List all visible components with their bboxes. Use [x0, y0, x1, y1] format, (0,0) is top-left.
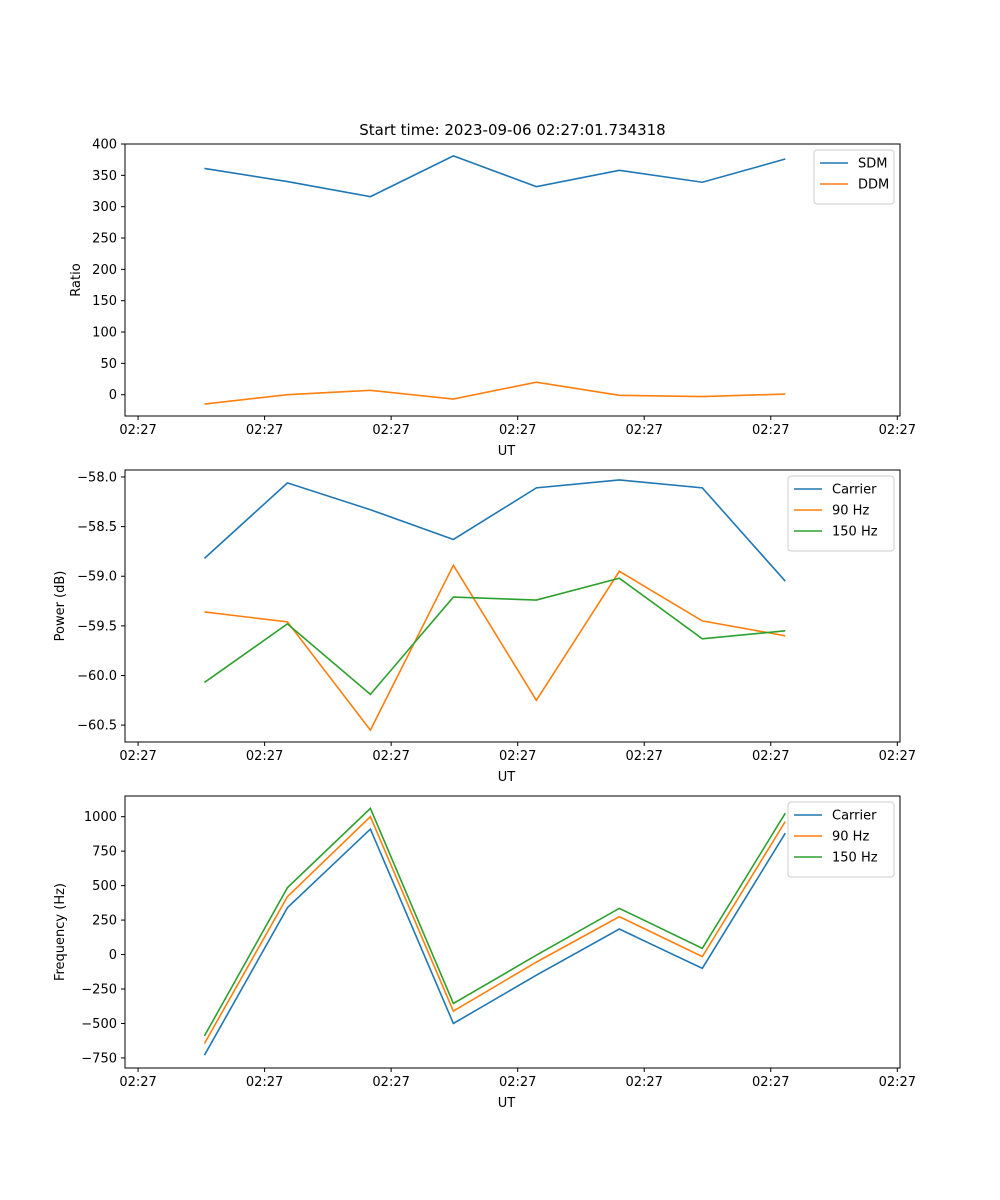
- legend-label: 90 Hz: [832, 504, 869, 519]
- x-tick-label: 02:27: [879, 423, 916, 438]
- series-line-ddm: [204, 381, 786, 405]
- y-tick-label: 400: [92, 138, 117, 153]
- y-axis-label: Ratio: [69, 263, 84, 296]
- y-tick-label: −250: [81, 983, 117, 998]
- y-tick-label: 100: [92, 326, 117, 341]
- y-tick-label: 200: [92, 263, 117, 278]
- y-tick-label: 250: [92, 232, 117, 247]
- series-line-90-hz: [204, 563, 786, 732]
- series-line-carrier: [203, 827, 786, 1056]
- x-tick-label: 02:27: [625, 749, 662, 764]
- y-tick-label: −59.5: [77, 619, 117, 634]
- y-tick-label: 500: [92, 879, 117, 894]
- y-axis-label: Frequency (Hz): [53, 883, 68, 981]
- x-tick-label: 02:27: [119, 423, 156, 438]
- series-line-carrier: [203, 479, 786, 582]
- y-tick-label: 0: [109, 948, 117, 963]
- y-tick-label: 350: [92, 169, 117, 184]
- x-tick-label: 02:27: [246, 749, 283, 764]
- x-tick-label: 02:27: [879, 1075, 916, 1090]
- series-line-sdm: [204, 155, 786, 198]
- x-tick-label: 02:27: [119, 1075, 156, 1090]
- x-tick-label: 02:27: [372, 1075, 409, 1090]
- legend: Carrier 90 Hz 150 Hz: [787, 801, 895, 878]
- chart-panel-2: 02:27 02:27 02:27 02:27 02:27 02:27 02:27 −58.0…: [53, 469, 916, 785]
- y-tick-label: 750: [92, 845, 117, 860]
- x-tick-label: 02:27: [372, 423, 409, 438]
- series-line-150-hz: [203, 807, 786, 1037]
- legend: SDM DDM: [813, 149, 895, 205]
- x-tick-label: 02:27: [499, 1075, 536, 1090]
- x-tick-label: 02:27: [246, 1075, 283, 1090]
- x-tick-label: 02:27: [499, 749, 536, 764]
- axes-frame: [124, 143, 901, 417]
- x-tick-label: 02:27: [119, 749, 156, 764]
- legend-label: SDM: [858, 157, 887, 172]
- chart-panel-3: 02:27 02:27 02:27 02:27 02:27 02:27 02:27−750−…: [53, 795, 916, 1111]
- legend-label: 150 Hz: [832, 851, 878, 866]
- chart-panels: 02:27 02:27 02:27 02:27 02:27 02:27 02:27 0 50 10…: [53, 121, 916, 1111]
- x-tick-label: 02:27: [625, 423, 662, 438]
- y-axis-label: Power (dB): [53, 571, 68, 642]
- legend-box: [787, 475, 895, 552]
- y-tick-label: −60.5: [77, 719, 117, 734]
- x-tick-label: 02:27: [879, 749, 916, 764]
- x-tick-label: 02:27: [499, 423, 536, 438]
- y-tick-label: 1000: [84, 810, 117, 825]
- y-tick-label: −59.0: [77, 570, 117, 585]
- legend: Carrier 90 Hz 150 Hz: [787, 475, 895, 552]
- axes-frame: [124, 469, 901, 743]
- y-tick-label: −60.0: [77, 669, 117, 684]
- legend-label: Carrier: [832, 809, 877, 824]
- legend-label: 90 Hz: [832, 830, 869, 845]
- x-axis-label: UT: [498, 444, 516, 459]
- y-tick-label: 250: [92, 914, 117, 929]
- legend-box: [787, 801, 895, 878]
- x-tick-label: 02:27: [752, 423, 789, 438]
- y-tick-label: −500: [81, 1017, 117, 1032]
- x-tick-label: 02:27: [372, 749, 409, 764]
- x-tick-label: 02:27: [625, 1075, 662, 1090]
- legend-label: DDM: [858, 178, 889, 193]
- y-tick-label: −58.5: [77, 520, 117, 535]
- y-tick-label: 150: [92, 294, 117, 309]
- chart-panel-1: 02:27 02:27 02:27 02:27 02:27 02:27 02:27 0 50 10…: [69, 121, 916, 459]
- x-tick-label: 02:27: [752, 749, 789, 764]
- x-axis-label: UT: [498, 1096, 516, 1111]
- x-tick-label: 02:27: [246, 423, 283, 438]
- legend-label: 150 Hz: [832, 525, 878, 540]
- legend-label: Carrier: [832, 483, 877, 498]
- series-line-90-hz: [203, 815, 786, 1044]
- y-tick-label: 0: [109, 388, 117, 403]
- x-tick-label: 02:27: [752, 1075, 789, 1090]
- y-tick-label: −750: [81, 1051, 117, 1066]
- y-tick-label: 300: [92, 200, 117, 215]
- y-tick-label: 50: [100, 357, 117, 372]
- x-axis-label: UT: [498, 770, 516, 785]
- series-line-150-hz: [203, 577, 786, 696]
- axes-frame: [124, 795, 901, 1069]
- chart-title: Start time: 2023-09-06 02:27:01.734318: [359, 121, 665, 139]
- y-tick-label: −58.0: [77, 470, 117, 485]
